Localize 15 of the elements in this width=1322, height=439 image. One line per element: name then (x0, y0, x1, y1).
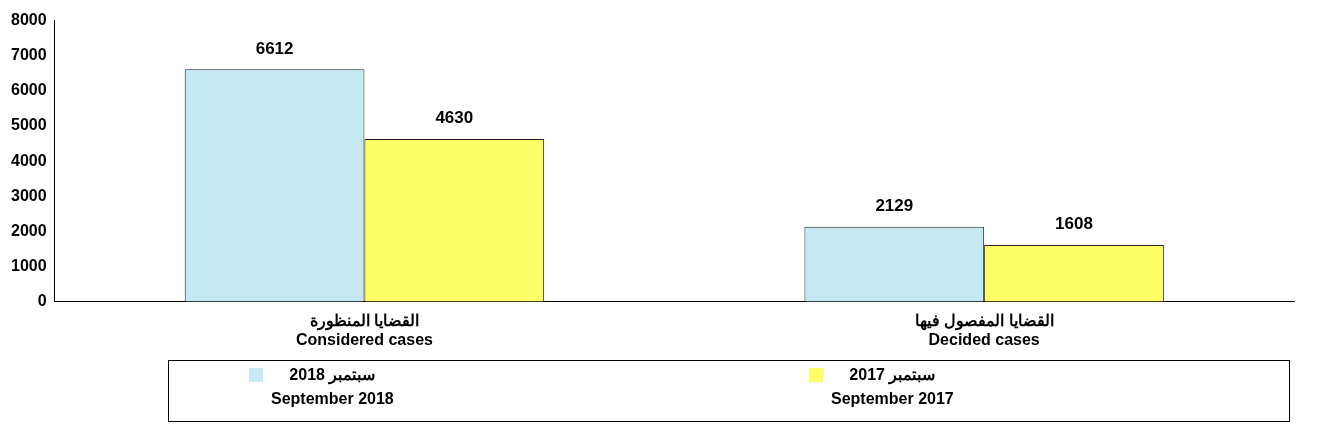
y-tick-label: 6000 (11, 81, 47, 99)
data-label: 2129 (875, 196, 914, 216)
legend-label: سبتمبر 2018 September 2018 (271, 365, 394, 409)
y-tick-label: 3000 (11, 186, 47, 204)
y-tick-label: 7000 (11, 46, 47, 64)
y-tick-label: 0 (37, 292, 47, 310)
data-label: 6612 (255, 38, 294, 58)
data-label: 1608 (1055, 214, 1093, 234)
data-label: 4630 (435, 108, 474, 128)
y-tick-label: 8000 (11, 11, 47, 29)
y-tick-label: 1000 (11, 256, 47, 274)
y-tick-label: 5000 (11, 116, 47, 134)
y-tick-label: 2000 (11, 221, 47, 239)
legend-label: سبتمبر 2017 September 2017 (831, 365, 954, 409)
y-tick-label: 4000 (11, 151, 47, 169)
